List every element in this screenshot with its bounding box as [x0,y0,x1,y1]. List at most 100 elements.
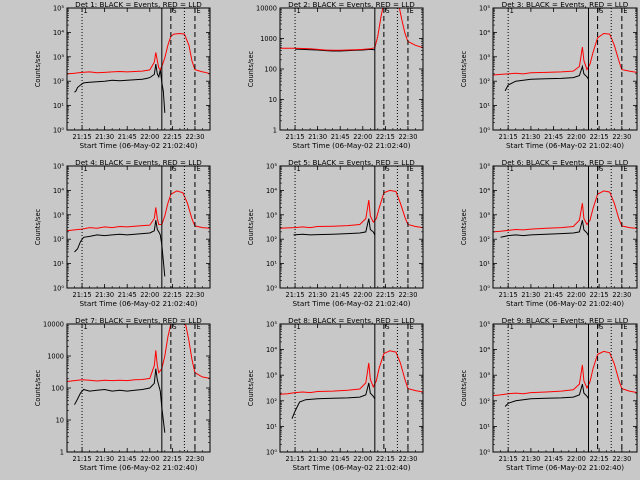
marker-label: 1 [84,165,88,173]
x-tick-label: 22:15 [590,133,609,141]
series-lld-line [280,189,423,229]
x-tick-label: 22:15 [163,291,182,299]
marker-label: E [196,323,200,331]
series-lld-line [493,350,637,397]
x-tick-label: 21:30 [521,455,540,463]
series-lld-line [493,32,637,76]
y-tick-label: 10 [56,417,64,425]
x-tick-label: 21:30 [308,291,327,299]
series-events-line [74,368,166,433]
panel-title: Det 2: BLACK = Events, RED = LLD [288,0,415,9]
y-tick-label: 10¹ [479,423,490,431]
y-tick-label: 10⁵ [53,5,64,13]
x-tick-label: 21:30 [308,455,327,463]
x-tick-label: 21:15 [73,291,92,299]
y-tick-label: 100 [51,385,64,393]
x-axis-label: Start Time (06-May-02 21:02:40) [506,299,624,308]
x-tick-label: 21:30 [521,291,540,299]
y-tick-label: 10⁵ [479,321,490,329]
panel-title: Det 8: BLACK = Events, RED = LLD [288,316,415,325]
plot-frame [279,323,424,453]
x-tick-label: 22:30 [612,455,631,463]
detector-panel-9: 1 S E 10⁰ 10¹ 10² 10³ 10⁴ 10⁵ 21:15 21:30 21:45 22:0… [460,316,638,472]
y-axis-label: Counts/sec [34,369,42,406]
panel-title: Det 3: BLACK = Events, RED = LLD [502,0,629,9]
x-axis-label: Start Time (06-May-02 21:02:40) [506,463,624,472]
marker-label: 1 [510,165,514,173]
y-tick-label: 10⁰ [479,449,490,457]
marker-label: S [599,165,603,173]
x-tick-label: 21:15 [286,133,305,141]
x-tick-label: 21:15 [499,291,518,299]
y-tick-label: 10¹ [266,423,277,431]
x-tick-label: 22:30 [185,133,204,141]
x-tick-label: 21:15 [499,455,518,463]
x-tick-label: 21:45 [331,455,350,463]
plot-frame [66,7,211,131]
marker-label: E [409,165,413,173]
x-tick-label: 22:15 [590,455,609,463]
panel-title: Det 7: BLACK = Events, RED = LLD [75,316,202,325]
x-tick-label: 21:30 [95,133,114,141]
marker-label: E [623,323,627,331]
series-events-line [504,64,589,92]
x-axis-label: Start Time (06-May-02 21:02:40) [79,463,197,472]
y-tick-label: 1 [273,127,277,135]
x-tick-label: 22:00 [140,455,159,463]
series-events-line [293,218,376,236]
series-events-line [74,220,166,277]
y-axis-label: Counts/sec [34,50,42,87]
y-axis-label: Counts/sec [247,208,255,245]
y-tick-label: 10³ [53,53,64,61]
x-tick-label: 22:30 [398,455,417,463]
x-tick-label: 22:00 [140,291,159,299]
y-tick-label: 10⁰ [53,285,64,293]
marker-label: 1 [510,323,514,331]
y-tick-label: 10² [266,397,277,405]
y-tick-label: 10⁵ [479,5,490,13]
plot-frame [492,7,638,131]
y-tick-label: 10² [479,78,490,86]
x-tick-label: 22:15 [163,455,182,463]
series-events-line [291,382,376,419]
marker-label: E [409,323,413,331]
y-tick-label: 10³ [266,372,277,380]
series-events-line [500,220,589,238]
x-axis-label: Start Time (06-May-02 21:02:40) [292,463,410,472]
y-tick-label: 10⁴ [479,187,490,195]
y-axis-label: Counts/sec [247,50,255,87]
x-axis-label: Start Time (06-May-02 21:02:40) [292,299,410,308]
x-tick-label: 22:00 [353,455,372,463]
x-tick-label: 21:15 [73,455,92,463]
plot-frame [279,165,424,289]
x-axis-label: Start Time (06-May-02 21:02:40) [79,299,197,308]
x-tick-label: 21:45 [118,133,137,141]
y-tick-label: 10⁵ [266,321,277,329]
series-lld-line [67,32,210,75]
marker-label: S [385,323,389,331]
x-tick-label: 21:15 [286,455,305,463]
x-tick-label: 21:45 [331,133,350,141]
x-tick-label: 21:15 [286,291,305,299]
x-tick-label: 21:45 [544,133,563,141]
y-tick-label: 10⁵ [266,163,277,171]
detector-panel-4: 1 S E 10⁰ 10¹ 10² 10³ 10⁴ 10⁵ 21:15 21:30 21:45 22:0… [34,158,211,308]
y-tick-label: 1000 [47,353,64,361]
marker-label: E [623,7,627,15]
panel-title: Det 6: BLACK = Events, RED = LLD [502,158,629,167]
x-tick-label: 22:15 [376,133,395,141]
x-tick-label: 22:15 [163,133,182,141]
y-tick-label: 10³ [266,211,277,219]
y-tick-label: 10⁰ [53,127,64,135]
y-tick-label: 10¹ [479,102,490,110]
x-tick-label: 21:45 [544,455,563,463]
detector-panel-1: 1 S E 10⁰ 10¹ 10² 10³ 10⁴ 10⁵ 21:15 21:30 21:45 22:0… [34,0,211,150]
x-tick-label: 21:45 [118,455,137,463]
detector-panel-3: 1 S E 10⁰ 10¹ 10² 10³ 10⁴ 10⁵ 21:15 21:30 21:45 22:0… [460,0,638,150]
plot-frame [492,323,638,453]
x-axis-label: Start Time (06-May-02 21:02:40) [292,141,410,150]
y-tick-label: 10³ [479,211,490,219]
marker-label: S [172,165,176,173]
x-tick-label: 22:30 [398,291,417,299]
